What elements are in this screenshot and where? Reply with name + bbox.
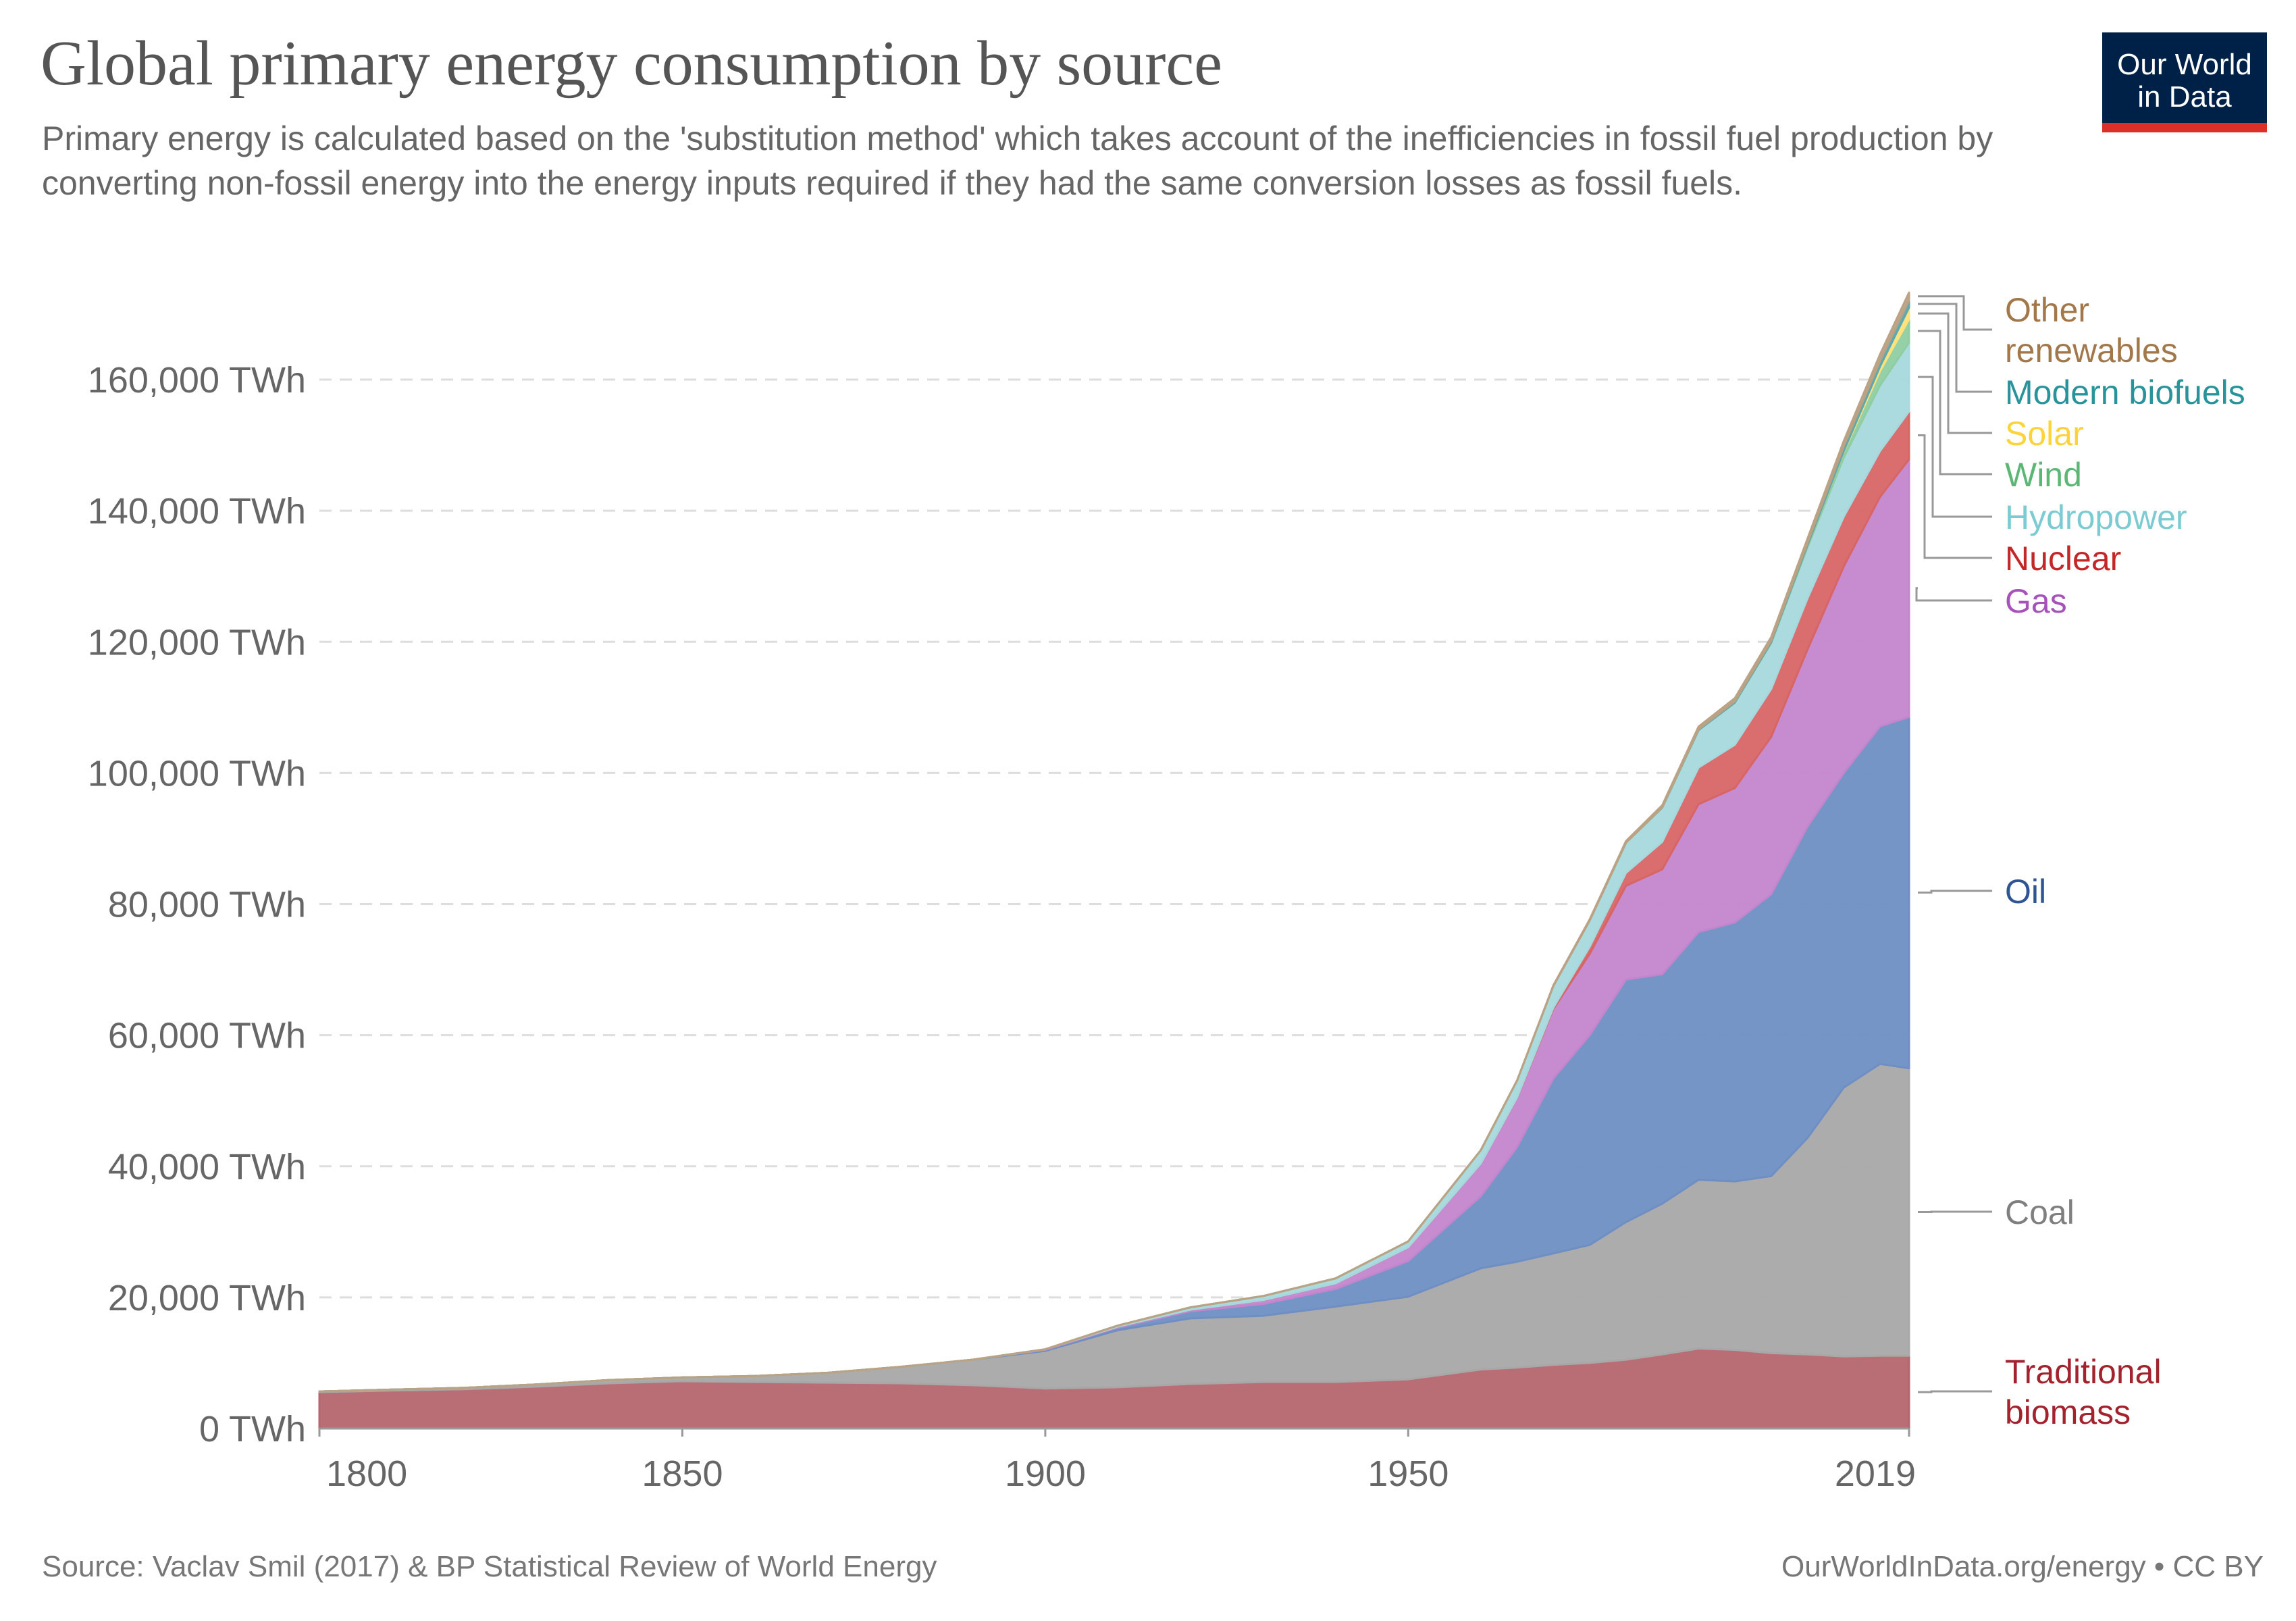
series-label[interactable]: Other renewables <box>2005 291 2178 369</box>
x-tick-label: 1800 <box>326 1453 407 1494</box>
series-label[interactable]: Modern biofuels <box>2005 374 2245 411</box>
series-label[interactable]: Coal <box>2005 1193 2075 1231</box>
y-tick-label: 60,000 TWh <box>108 1016 306 1056</box>
series-label[interactable]: Hydropower <box>2005 498 2187 536</box>
label-connector <box>1918 312 1992 434</box>
source-note: Source: Vaclav Smil (2017) & BP Statisti… <box>42 1550 937 1583</box>
y-tick-label: 120,000 TWh <box>88 622 306 663</box>
y-tick-label: 40,000 TWh <box>108 1147 306 1187</box>
series-label[interactable]: Nuclear <box>2005 540 2121 577</box>
label-connector <box>1918 330 1992 475</box>
series-label[interactable]: Traditional biomass <box>2005 1353 2162 1431</box>
x-tick-label: 1900 <box>1005 1453 1086 1494</box>
y-tick-label: 80,000 TWh <box>108 885 306 925</box>
label-connector <box>1918 1390 1992 1393</box>
label-connector <box>1915 587 1992 602</box>
label-connector <box>1918 295 1992 331</box>
label-connector <box>1918 890 1992 894</box>
logo-accent-bar <box>2102 123 2267 132</box>
logo-line-1: Our World <box>2117 48 2252 81</box>
owid-logo[interactable]: Our World in Data <box>2102 32 2267 132</box>
label-connector <box>1918 303 1992 393</box>
x-tick-label: 1850 <box>642 1453 723 1494</box>
y-tick-label: 160,000 TWh <box>88 360 306 401</box>
y-tick-label: 20,000 TWh <box>108 1278 306 1318</box>
area-other-renewables[interactable] <box>318 291 1910 1393</box>
y-tick-label: 100,000 TWh <box>88 753 306 794</box>
y-tick-label: 140,000 TWh <box>88 491 306 532</box>
label-connector <box>1918 376 1992 518</box>
logo-line-2: in Data <box>2137 80 2232 113</box>
chart-subtitle: Primary energy is calculated based on th… <box>42 120 1993 202</box>
x-tick-label: 2019 <box>1835 1453 1916 1494</box>
license-link[interactable]: OurWorldInData.org/energy • CC BY <box>1781 1550 2264 1583</box>
series-label[interactable]: Solar <box>2005 415 2084 453</box>
label-connector <box>1918 434 1992 559</box>
y-tick-label: 0 TWh <box>199 1409 306 1449</box>
series-label[interactable]: Wind <box>2005 456 2082 494</box>
series-label[interactable]: Gas <box>2005 582 2067 620</box>
x-tick-label: 1950 <box>1367 1453 1449 1494</box>
series-label[interactable]: Oil <box>2005 873 2046 910</box>
chart-title: Global primary energy consumption by sou… <box>41 28 1222 99</box>
